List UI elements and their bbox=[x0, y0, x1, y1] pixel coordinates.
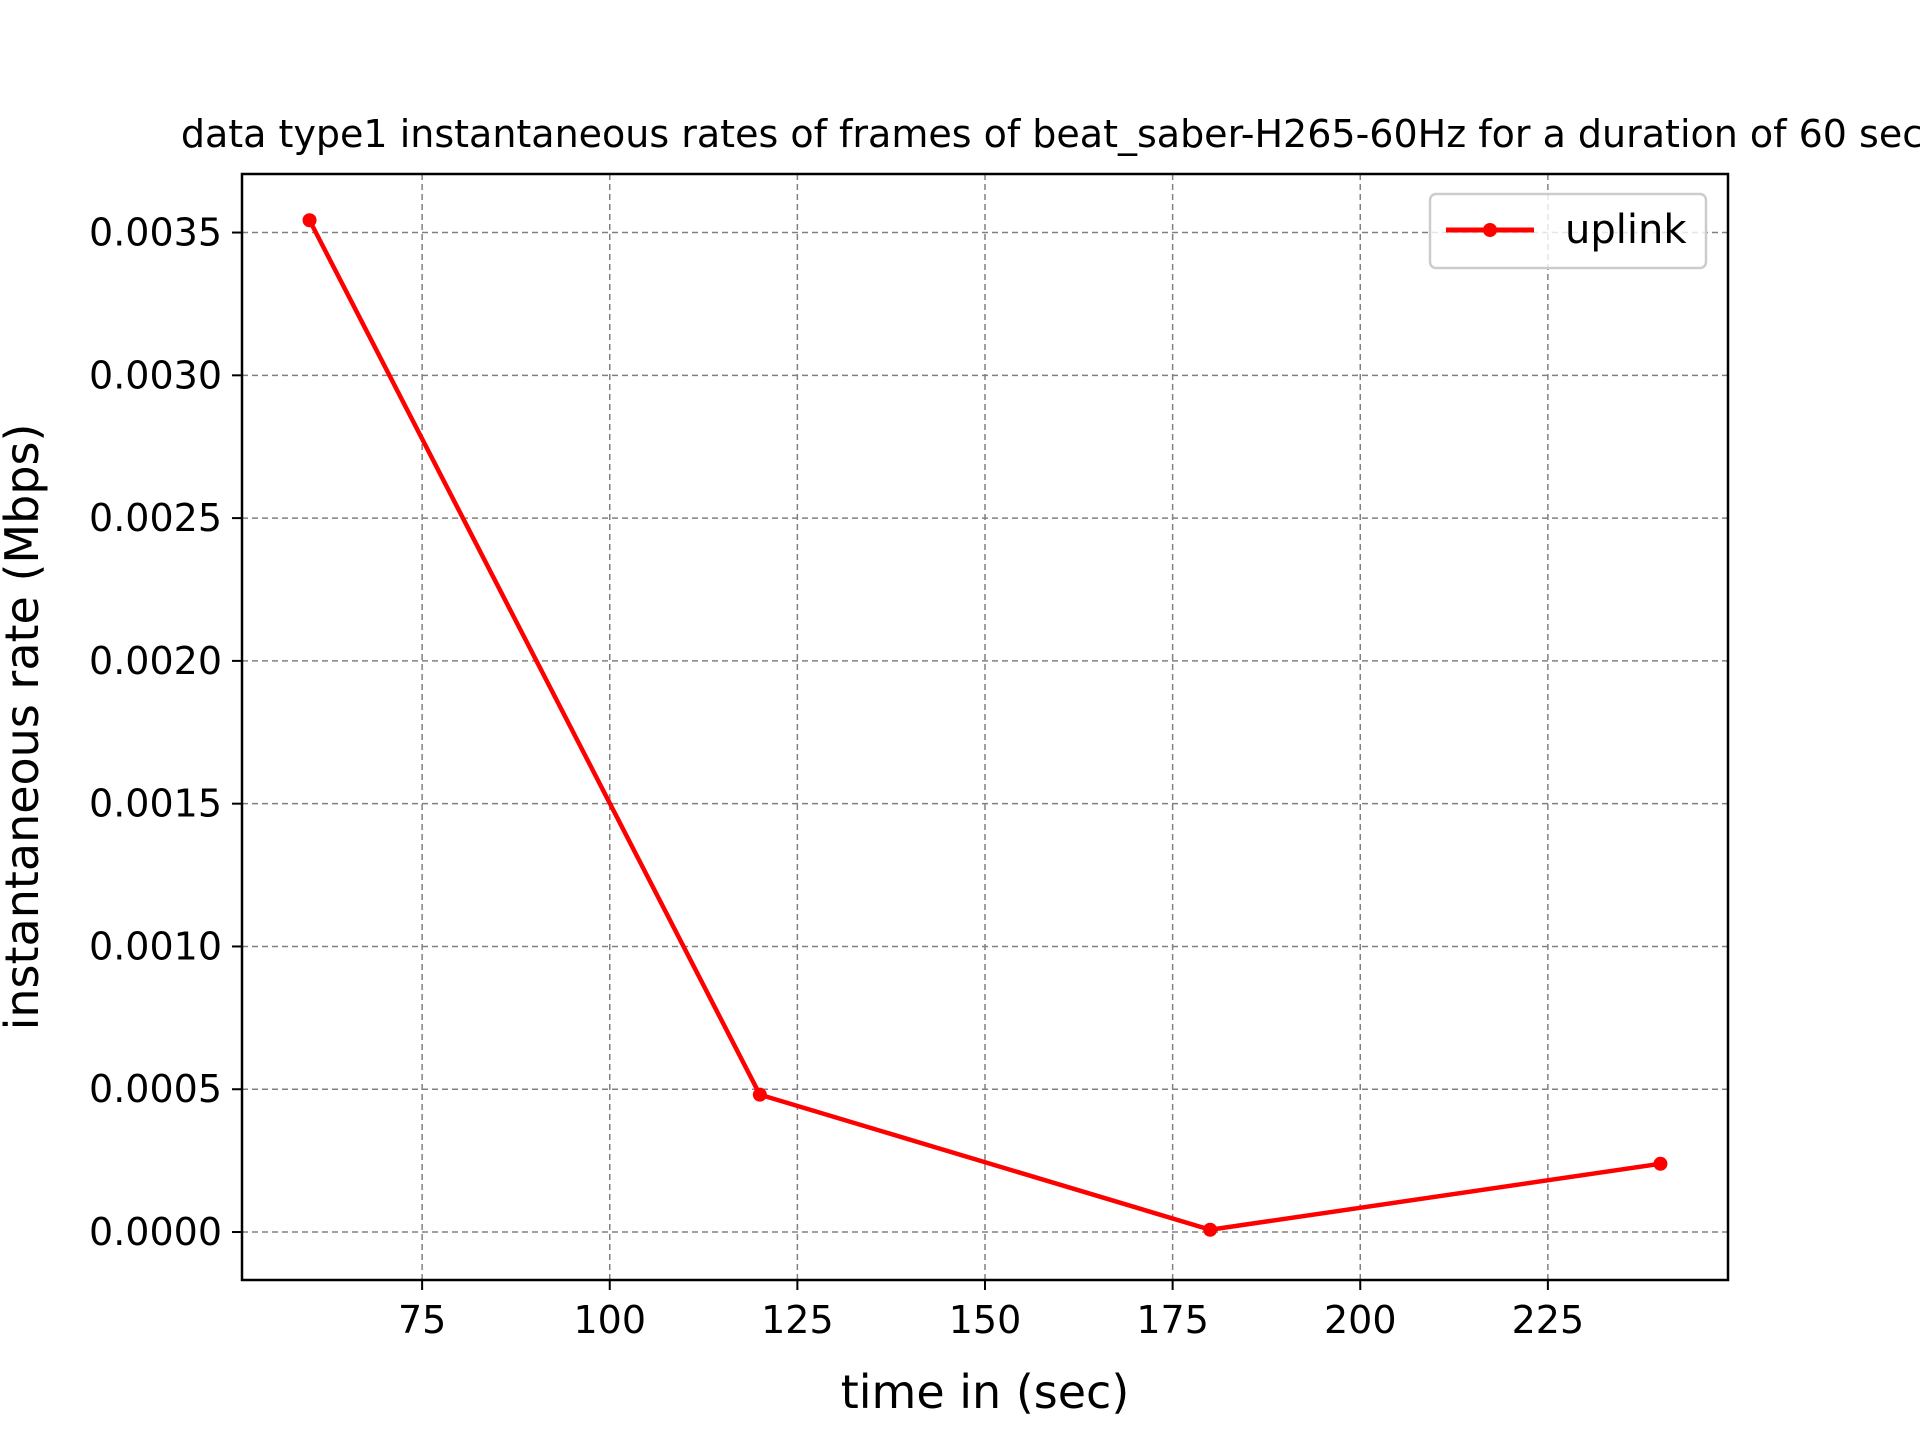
y-tick-label: 0.0015 bbox=[89, 782, 222, 826]
series-line-uplink bbox=[307, 219, 1661, 1232]
data-point bbox=[1653, 1156, 1668, 1171]
x-axis-label: time in (sec) bbox=[841, 1365, 1130, 1419]
legend-label-uplink: uplink bbox=[1565, 207, 1687, 253]
grid bbox=[242, 174, 1728, 1280]
y-axis-label: instantaneous rate (Mbps) bbox=[0, 424, 49, 1031]
chart-title: data type1 instantaneous rates of frames… bbox=[181, 112, 1920, 156]
y-tick-label: 0.0030 bbox=[89, 353, 222, 397]
y-tick-label: 0.0005 bbox=[89, 1067, 222, 1111]
series-layer bbox=[302, 213, 1668, 1237]
x-tick-label: 150 bbox=[949, 1298, 1022, 1342]
x-tick-label: 75 bbox=[398, 1298, 446, 1342]
data-point bbox=[302, 213, 317, 228]
y-tick-label: 0.0035 bbox=[89, 211, 222, 255]
ticks: 75 100 125 150 175 200 225 0.0000 0.0005 0.0010 0.… bbox=[89, 211, 1584, 1342]
legend-marker-uplink bbox=[1483, 223, 1497, 237]
x-tick-label: 100 bbox=[573, 1298, 646, 1342]
legend-box bbox=[1428, 192, 1708, 270]
x-tick-label: 200 bbox=[1324, 1298, 1397, 1342]
y-tick-label: 0.0000 bbox=[89, 1210, 222, 1254]
legend: uplink bbox=[1428, 192, 1708, 270]
x-tick-label: 175 bbox=[1136, 1298, 1209, 1342]
y-tick-label: 0.0025 bbox=[89, 496, 222, 540]
x-tick-label: 125 bbox=[761, 1298, 834, 1342]
y-tick-label: 0.0020 bbox=[89, 639, 222, 683]
y-tick-label: 0.0010 bbox=[89, 924, 222, 968]
data-point bbox=[1203, 1222, 1218, 1237]
x-tick-label: 225 bbox=[1512, 1298, 1585, 1342]
data-point bbox=[752, 1087, 767, 1102]
